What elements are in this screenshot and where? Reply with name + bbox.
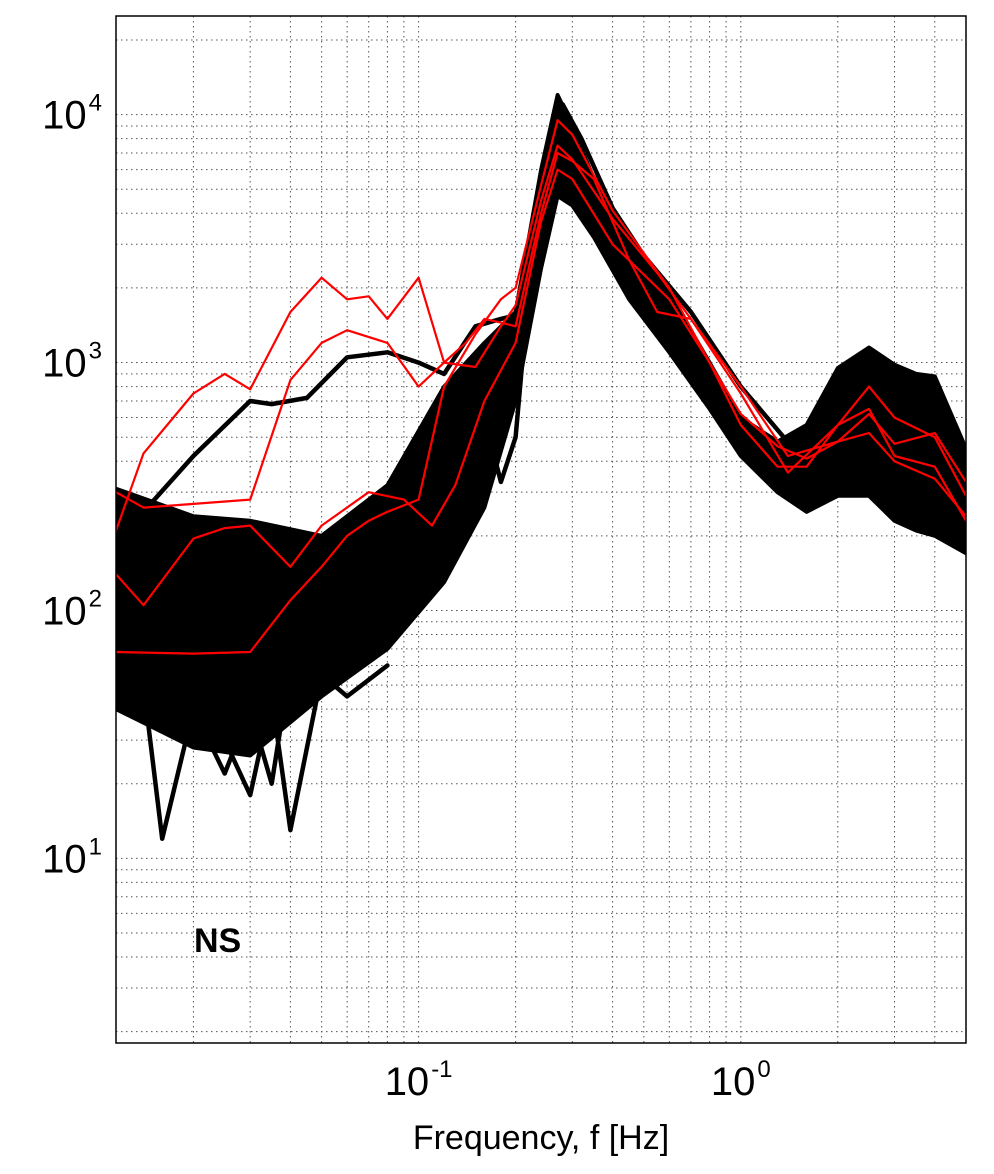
tick-base: 10 bbox=[42, 94, 87, 138]
x-tick-label: 10 0 bbox=[711, 1056, 771, 1104]
red-series-line bbox=[116, 152, 966, 509]
tick-exponent: 4 bbox=[89, 90, 102, 117]
y-tick-label: 10 2 bbox=[42, 585, 102, 633]
y-tick-label: 10 3 bbox=[42, 338, 102, 386]
y-tick-label: 10 4 bbox=[42, 90, 102, 138]
tick-exponent: 3 bbox=[89, 338, 102, 365]
y-tick-label: 10 1 bbox=[42, 833, 102, 881]
black-series-line bbox=[116, 136, 966, 637]
tick-base: 10 bbox=[385, 1060, 430, 1104]
red-series-line bbox=[116, 119, 966, 655]
x-tick-label: 10 -1 bbox=[385, 1056, 453, 1104]
tick-labels: 10 110 210 310 410 -1 10 0 bbox=[42, 90, 771, 1104]
annotation-label: NS bbox=[194, 922, 241, 960]
tick-base: 10 bbox=[42, 589, 87, 633]
grid bbox=[116, 16, 967, 1043]
black-series-line bbox=[141, 191, 550, 515]
x-axis-label: Frequency, f [Hz] bbox=[413, 1119, 669, 1157]
black-band bbox=[116, 93, 966, 758]
black-band-area bbox=[116, 93, 966, 758]
tick-exponent: 0 bbox=[757, 1056, 770, 1083]
red-series-line bbox=[116, 168, 966, 607]
tick-exponent: -1 bbox=[431, 1056, 452, 1083]
tick-base: 10 bbox=[711, 1060, 756, 1104]
black-series-line bbox=[191, 663, 390, 833]
tick-exponent: 1 bbox=[89, 833, 102, 860]
plot-frame bbox=[115, 15, 967, 1044]
black-series-line bbox=[416, 102, 966, 495]
series-lines bbox=[116, 102, 966, 841]
tick-base: 10 bbox=[42, 342, 87, 386]
black-series-line bbox=[116, 608, 293, 841]
tick-base: 10 bbox=[42, 837, 87, 881]
tick-exponent: 2 bbox=[89, 585, 102, 612]
